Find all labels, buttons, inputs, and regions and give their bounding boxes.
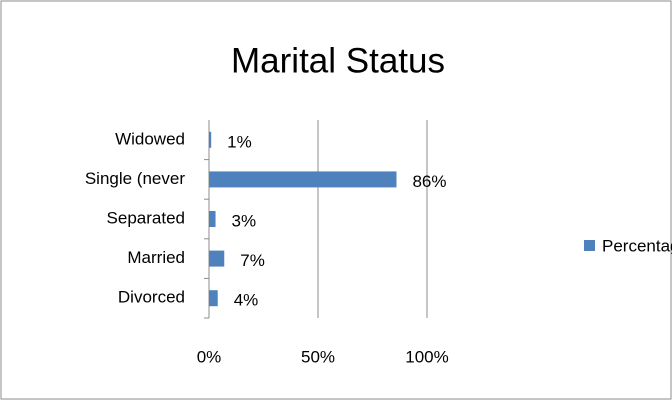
y-tick-label: Divorced xyxy=(118,288,185,307)
value-label: 7% xyxy=(240,251,265,270)
value-label: 3% xyxy=(232,211,257,230)
bar xyxy=(209,131,212,148)
chart-title: Marital Status xyxy=(231,41,445,80)
y-tick-label: Separated xyxy=(107,208,185,227)
x-tick-label: 50% xyxy=(301,347,335,366)
x-tick-label: 100% xyxy=(405,347,448,366)
y-tick-label: Single (never xyxy=(85,169,186,188)
bar xyxy=(209,171,397,188)
value-label: 1% xyxy=(227,132,252,151)
bar xyxy=(209,211,216,227)
value-label: 4% xyxy=(234,291,259,310)
legend-swatch xyxy=(584,240,595,251)
legend-label: Percentage xyxy=(602,236,672,255)
value-label: 86% xyxy=(412,172,446,191)
x-tick-label: 0% xyxy=(197,347,222,366)
bar xyxy=(209,250,225,267)
y-tick-label: Married xyxy=(127,248,185,267)
y-tick-label: Widowed xyxy=(115,129,185,148)
bar xyxy=(209,290,218,307)
